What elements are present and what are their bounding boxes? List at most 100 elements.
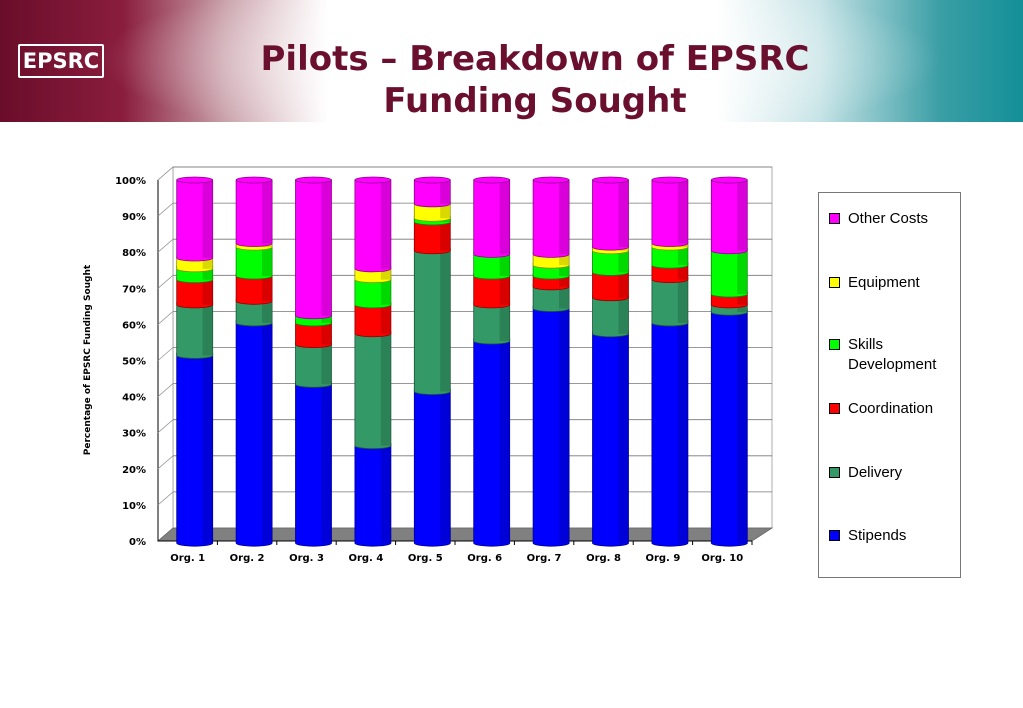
x-tick-label: Org. 10 bbox=[701, 553, 743, 564]
bar-segment-equipment-org-5-shade bbox=[440, 201, 451, 219]
y-tick-label: 70% bbox=[122, 284, 146, 295]
bar-segment-other-costs-org-1-shade bbox=[202, 180, 213, 258]
bar-segment-other-costs-org-6-shade bbox=[499, 180, 510, 255]
bar-org-9 bbox=[651, 176, 689, 547]
gridline-side bbox=[157, 419, 174, 434]
bar-segment-equipment-org-4-shade bbox=[380, 266, 391, 280]
bar-segment-delivery-org-6-shade bbox=[499, 302, 510, 342]
bar-segment-skills-development-org-9-shade bbox=[677, 244, 688, 266]
epsrc-logo: EPSRC bbox=[18, 44, 104, 78]
y-tick-label: 100% bbox=[115, 176, 146, 187]
bar-segment-stipends-org-3-shade bbox=[321, 382, 332, 544]
bar-segment-coordination-org-9-shade bbox=[677, 263, 688, 280]
bar-segment-other-costs-org-10-shade bbox=[737, 180, 748, 251]
y-tick-label: 90% bbox=[122, 212, 146, 223]
y-tick-label: 80% bbox=[122, 248, 146, 259]
bar-segment-delivery-org-5-shade bbox=[440, 248, 451, 392]
bar-segment-delivery-org-1-shade bbox=[202, 302, 213, 356]
bar-segment-stipends-org-7-shade bbox=[559, 306, 570, 544]
y-tick-label: 60% bbox=[122, 320, 146, 331]
y-tick-label: 50% bbox=[122, 357, 146, 368]
legend-swatch-equipment bbox=[829, 277, 840, 288]
bar-cap-org-2 bbox=[235, 176, 273, 184]
bar-cap-org-3 bbox=[295, 176, 332, 184]
gridline-side bbox=[157, 311, 174, 325]
bar-org-1 bbox=[176, 176, 214, 547]
y-tick-label: 30% bbox=[122, 429, 146, 440]
legend-label-coordination: Coordination bbox=[848, 400, 934, 417]
bar-segment-delivery-org-2-shade bbox=[262, 299, 273, 323]
gridline-side bbox=[157, 491, 174, 506]
bar-segment-coordination-org-3-shade bbox=[321, 320, 332, 345]
legend-label-stipends: Stipends bbox=[848, 527, 907, 544]
bar-segment-stipends-org-10-shade bbox=[737, 309, 748, 544]
bar-segment-delivery-org-9-shade bbox=[677, 277, 688, 323]
bar-segment-equipment-org-7-shade bbox=[559, 252, 570, 266]
bar-segment-delivery-org-4-shade bbox=[380, 331, 391, 446]
chart-bars bbox=[176, 176, 748, 547]
bar-cap-org-9 bbox=[651, 176, 689, 184]
bar-org-4 bbox=[354, 176, 392, 547]
bar-segment-skills-development-org-10-shade bbox=[737, 248, 748, 295]
bar-segment-other-costs-org-3-shade bbox=[321, 180, 332, 316]
y-tick-label: 40% bbox=[122, 393, 146, 404]
header-banner-highlight bbox=[0, 0, 1023, 122]
x-tick-label: Org. 3 bbox=[289, 553, 324, 564]
bar-org-3 bbox=[295, 176, 332, 547]
bar-org-2 bbox=[235, 176, 273, 547]
bar-segment-skills-development-org-4-shade bbox=[380, 277, 391, 305]
bar-segment-other-costs-org-2-shade bbox=[262, 180, 273, 244]
bar-cap-org-1 bbox=[176, 176, 214, 184]
legend-swatch-coordination bbox=[829, 403, 840, 414]
chart-legend: Other Costs Equipment Skills Development… bbox=[818, 192, 961, 578]
bar-segment-skills-development-org-6-shade bbox=[499, 252, 510, 277]
legend-label-equipment: Equipment bbox=[848, 274, 920, 291]
bar-segment-equipment-org-1-shade bbox=[202, 255, 213, 269]
bar-segment-coordination-org-4-shade bbox=[380, 302, 391, 334]
bar-segment-stipends-org-6-shade bbox=[499, 338, 510, 544]
gridline-side bbox=[157, 455, 174, 470]
bar-org-6 bbox=[473, 176, 511, 547]
gridline-side bbox=[157, 383, 174, 397]
legend-label-other-costs: Other Costs bbox=[848, 210, 929, 227]
bar-cap-org-4 bbox=[354, 176, 392, 184]
gridline-side bbox=[157, 202, 174, 217]
y-tick-label: 10% bbox=[122, 501, 146, 512]
legend-label-delivery: Delivery bbox=[848, 464, 903, 481]
y-axis-label: Percentage of EPSRC Funding Sought bbox=[83, 264, 93, 455]
x-tick-label: Org. 9 bbox=[645, 553, 680, 564]
bar-segment-other-costs-org-7-shade bbox=[559, 180, 570, 255]
bar-cap-org-7 bbox=[532, 176, 570, 184]
bar-org-8 bbox=[592, 176, 629, 547]
gridline-side bbox=[157, 347, 174, 361]
gridline-side bbox=[157, 274, 174, 289]
bar-cap-org-5 bbox=[413, 176, 451, 184]
gridline-side bbox=[157, 166, 174, 181]
x-tick-label: Org. 8 bbox=[586, 553, 621, 564]
legend-swatch-other-costs bbox=[829, 213, 840, 224]
bar-segment-stipends-org-1-shade bbox=[202, 353, 213, 544]
bar-segment-coordination-org-10-shade bbox=[737, 291, 748, 305]
bar-segment-skills-development-org-8-shade bbox=[618, 248, 629, 273]
x-tick-label: Org. 2 bbox=[230, 553, 265, 564]
y-tick-label: 0% bbox=[129, 537, 146, 548]
legend-swatch-delivery bbox=[829, 467, 840, 478]
bar-segment-skills-development-org-2-shade bbox=[262, 244, 273, 277]
slide-title: Pilots – Breakdown of EPSRC Funding Soug… bbox=[260, 39, 810, 121]
x-axis-ticks: Org. 1 Org. 2 Org. 3 Org. 4 Org. 5 Org. 6 Org.… bbox=[170, 541, 753, 564]
bar-segment-stipends-org-9-shade bbox=[677, 320, 688, 544]
bar-segment-other-costs-org-8-shade bbox=[618, 180, 629, 248]
bar-segment-stipends-org-5-shade bbox=[440, 389, 451, 544]
bar-segment-coordination-org-7-shade bbox=[559, 273, 570, 287]
legend-swatch-stipends bbox=[829, 530, 840, 541]
gridline-side bbox=[157, 238, 174, 253]
bar-cap-org-10 bbox=[710, 176, 748, 184]
bar-segment-other-costs-org-9-shade bbox=[677, 180, 688, 244]
bar-segment-delivery-org-3-shade bbox=[321, 342, 332, 385]
bar-segment-coordination-org-8-shade bbox=[618, 270, 629, 298]
bar-segment-delivery-org-8-shade bbox=[618, 295, 629, 334]
bar-segment-coordination-org-1-shade bbox=[202, 277, 213, 305]
bar-segment-stipends-org-8-shade bbox=[618, 331, 629, 544]
y-tick-label: 20% bbox=[122, 465, 146, 476]
